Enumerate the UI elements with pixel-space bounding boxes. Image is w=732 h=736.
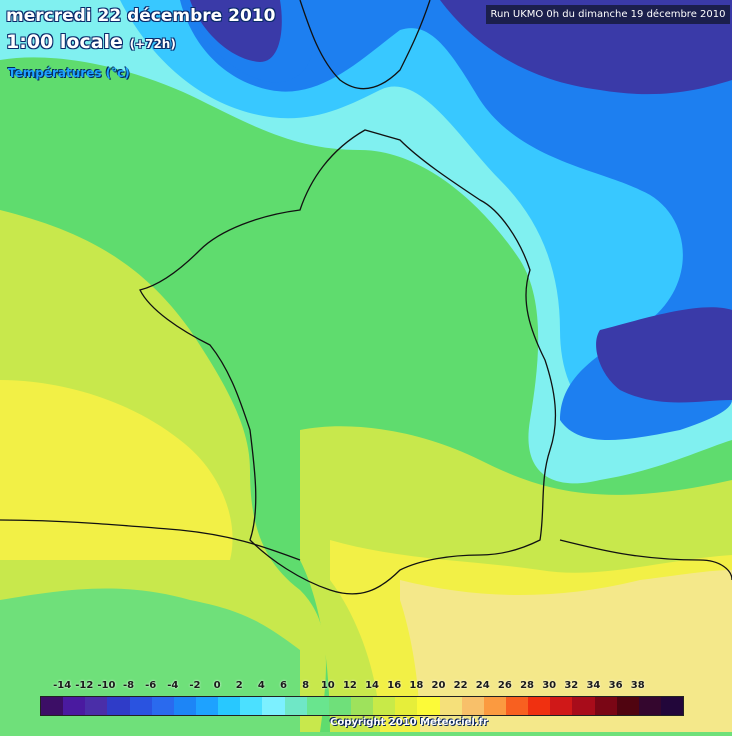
forecast-time: 1:00 locale (+72h) <box>6 31 176 53</box>
legend-swatch <box>483 697 506 715</box>
legend-labels: -14 -12 -10 -8 -6 -4 -2 0 2 4 6 8 10 12 14 16 18 20 22 24 26… <box>40 680 682 694</box>
legend-swatch <box>461 697 484 715</box>
legend-swatch <box>107 697 130 715</box>
legend-swatch <box>218 697 241 715</box>
legend-tick-label: 26 <box>497 680 512 691</box>
england-coast <box>299 0 431 90</box>
legend-tick-label: 36 <box>608 680 623 691</box>
france-coastline <box>139 129 557 595</box>
legend-tick-label: 16 <box>387 680 402 691</box>
zone-deep-cold-nw <box>190 0 282 62</box>
legend-swatch <box>528 697 551 715</box>
local-time: 1:00 locale <box>6 31 123 53</box>
legend-tick-label: 6 <box>280 680 287 691</box>
zone-cold-north <box>180 0 732 440</box>
legend-tick-label: 24 <box>475 680 490 691</box>
iberia-coast <box>0 519 301 561</box>
legend-swatch <box>417 697 440 715</box>
legend-tick-label: -6 <box>145 680 157 691</box>
legend-swatch <box>328 697 351 715</box>
legend-tick-label: -12 <box>75 680 94 691</box>
borders <box>0 0 732 595</box>
zone-deep-cold-east <box>596 307 732 403</box>
legend-tick-label: -8 <box>122 680 135 691</box>
run-info: Run UKMO 0h du dimanche 19 décembre 2010 <box>486 5 730 24</box>
legend-swatch <box>439 697 462 715</box>
legend-tick-label: 10 <box>320 680 335 691</box>
legend-swatch <box>151 697 174 715</box>
legend-tick-label: 34 <box>586 680 601 691</box>
legend-tick-label: 28 <box>520 680 534 691</box>
legend-tick-label: 20 <box>431 680 446 691</box>
legend-swatch <box>306 697 329 715</box>
legend-tick-label: -10 <box>97 680 116 691</box>
variable-label: Températures (°c) <box>8 66 130 80</box>
legend-swatch <box>660 697 684 715</box>
legend-swatch <box>350 697 374 715</box>
legend-swatch <box>262 697 285 715</box>
legend-tick-label: 14 <box>365 680 380 691</box>
legend-tick-label: 8 <box>302 680 310 691</box>
legend-swatch <box>638 697 661 715</box>
zone-warmest-south <box>400 570 732 732</box>
legend-swatch <box>240 697 263 715</box>
legend-tick-label: 22 <box>453 680 468 691</box>
legend-swatch <box>63 697 86 715</box>
legend-tick-label: 38 <box>630 680 645 691</box>
legend-swatch <box>173 697 196 715</box>
legend-tick-label: -14 <box>53 680 72 691</box>
copyright-text: Copyright 2010 Meteociel.fr <box>330 717 488 728</box>
italy-coast <box>559 539 732 581</box>
legend-tick-label: -4 <box>167 680 179 691</box>
legend-swatch <box>85 697 108 715</box>
legend-swatch <box>373 697 396 715</box>
forecast-date: mercredi 22 décembre 2010 <box>6 6 276 26</box>
legend-swatch <box>572 697 595 715</box>
legend-swatch <box>195 697 219 715</box>
legend-tick-label: 12 <box>342 680 357 691</box>
legend-tick-label: 4 <box>257 680 265 691</box>
legend-tick-label: -2 <box>189 680 201 691</box>
legend-tick-label: 30 <box>542 680 557 691</box>
legend-tick-label: 18 <box>409 680 424 691</box>
legend-tick-label: 32 <box>564 680 579 691</box>
legend-swatch <box>550 697 573 715</box>
lead-time: (+72h) <box>129 37 176 51</box>
legend-swatch <box>284 697 307 715</box>
zone-warmer-west <box>0 380 233 560</box>
legend-tick-label: 2 <box>235 680 243 691</box>
legend-swatch <box>616 697 639 715</box>
legend-color-bar <box>40 696 684 716</box>
legend-swatch <box>41 697 64 715</box>
legend-tick-label: 0 <box>213 680 221 691</box>
legend-swatch <box>395 697 418 715</box>
legend-swatch <box>129 697 152 715</box>
legend-swatch <box>594 697 617 715</box>
legend-swatch <box>505 697 529 715</box>
